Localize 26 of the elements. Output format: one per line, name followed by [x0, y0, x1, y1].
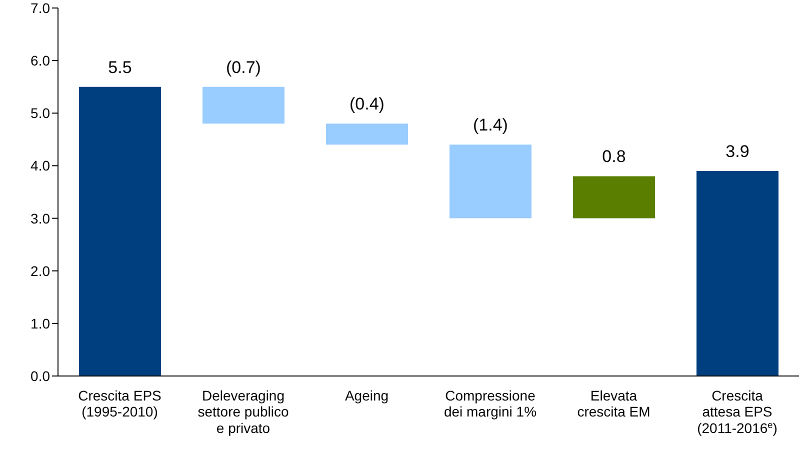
x-tick-label: Crescita EPS (1995-2010)	[78, 388, 162, 420]
data-label: 5.5	[108, 58, 132, 77]
bar	[572, 176, 655, 218]
y-tick-label: 3.0	[30, 210, 50, 226]
y-tick-label: 5.0	[30, 105, 50, 122]
bar	[449, 144, 532, 218]
x-tick-label: Elevata crescita EM	[577, 388, 650, 420]
y-tick-label: 0.0	[30, 368, 50, 384]
y-tick-label: 7.0	[30, 0, 50, 16]
bar	[78, 86, 161, 376]
x-tick-label: Compressione dei margini 1%	[444, 388, 537, 420]
data-label: (0.7)	[226, 58, 261, 77]
y-tick-label: 6.0	[30, 52, 50, 69]
x-tick-label: Ageing	[344, 388, 389, 404]
bar	[202, 86, 284, 124]
bar	[696, 170, 778, 376]
y-tick-label: 4.0	[30, 158, 50, 174]
data-label: (1.4)	[473, 116, 508, 135]
y-tick-label: 1.0	[30, 315, 50, 332]
data-label: 3.9	[726, 142, 750, 161]
y-tick-label: 2.0	[30, 262, 50, 279]
data-label: (0.4)	[350, 94, 384, 114]
x-tick-label: Crescita attesa EPS (2011-2016$^{e}$)	[697, 388, 778, 436]
bar	[326, 124, 408, 145]
data-label: 0.8	[602, 147, 626, 166]
x-tick-label: Deleveraging settore publico e privato	[198, 388, 289, 436]
